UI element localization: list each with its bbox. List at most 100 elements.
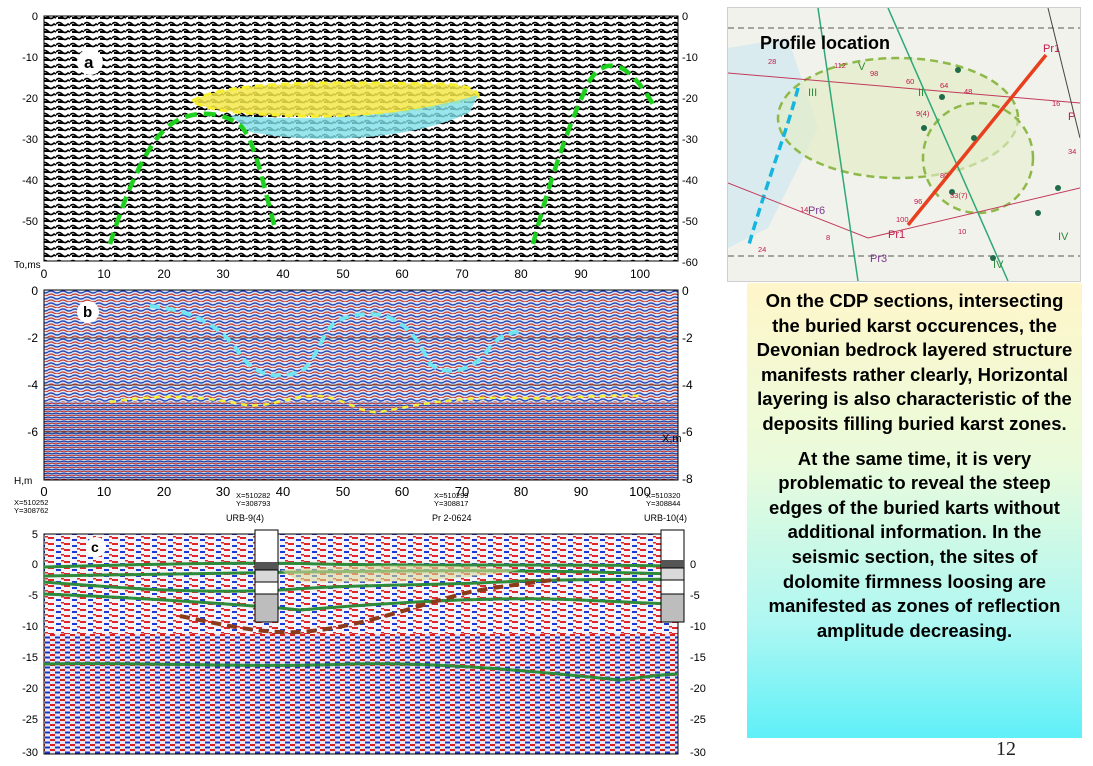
svg-text:80: 80	[940, 171, 948, 180]
map-label-zone-iv-1: IV	[1058, 231, 1069, 243]
panel-c: c 5 0 -5 -10 -15 -20 -25 -30 0 -5 -10 -1…	[0, 524, 720, 761]
explanation-paragraph-1: On the CDP sections, intersecting the bu…	[756, 290, 1073, 434]
svg-text:-30: -30	[682, 134, 698, 146]
map-svg: V III II IV IV Pr1 Pr1 Pr6 Pr3 P 28 112 …	[728, 8, 1080, 281]
karst-fill-c	[280, 565, 520, 583]
svg-text:-6: -6	[27, 425, 38, 439]
panel-a-label: a	[84, 53, 94, 72]
svg-text:24: 24	[758, 245, 766, 254]
svg-text:-5: -5	[28, 590, 38, 602]
svg-text:60: 60	[395, 484, 409, 499]
panel-a-frame	[43, 15, 679, 262]
karst-boundary-left	[107, 111, 278, 245]
svg-text:0: 0	[32, 559, 38, 571]
well-4-name: URB-10(4)	[644, 513, 687, 523]
svg-text:33(7): 33(7)	[950, 191, 968, 200]
panel-a-xticks: 0 10 20 30 40 50 60 70 80 90 100	[41, 267, 651, 281]
panel-b-xticks: 0 10 20 30 40 50 60 70 80 90 100	[40, 484, 650, 499]
horizon-1	[43, 561, 679, 569]
svg-text:-5: -5	[690, 590, 700, 602]
panel-b-label-bg	[77, 301, 99, 323]
svg-text:-20: -20	[22, 683, 38, 695]
panel-b-yticks-right: 0 -2 -4 -6 -8	[682, 284, 693, 486]
map-numbers: 28 112 98 60 64 48 9(4) 16 34 80 33(7) 9…	[758, 57, 1076, 254]
svg-text:-4: -4	[682, 378, 693, 392]
map-well-dots	[921, 67, 1061, 261]
well-coords: X=510252 Y=308762 X=510282 Y=308793 URB-…	[14, 491, 687, 523]
svg-text:30: 30	[216, 484, 230, 499]
svg-text:60: 60	[906, 77, 914, 86]
panel-c-frame	[43, 533, 679, 755]
karst-base-yellow	[109, 394, 641, 414]
svg-text:50: 50	[336, 484, 350, 499]
well-2-name: URB-9(4)	[226, 513, 264, 523]
svg-text:-2: -2	[27, 331, 38, 345]
svg-text:100: 100	[630, 267, 650, 281]
panel-a-label-bg	[77, 49, 103, 75]
panel-b-ytitle: H,m	[14, 476, 32, 487]
map-label-pr1-top: Pr1	[1043, 43, 1060, 55]
profile-location-map: V III II IV IV Pr1 Pr1 Pr6 Pr3 P 28 112 …	[727, 7, 1081, 282]
horizon-4	[43, 592, 679, 612]
map-title: Profile location	[760, 33, 891, 53]
svg-text:100: 100	[896, 215, 909, 224]
karst-outline-cyan	[149, 304, 521, 378]
svg-text:0: 0	[682, 11, 688, 23]
svg-text:64: 64	[940, 81, 948, 90]
panel-a-svg: a 0 -10 -20 -30 -40 -50 To,ms 0 -10 -20 …	[14, 11, 698, 281]
svg-text:20: 20	[157, 267, 171, 281]
svg-text:-2: -2	[682, 331, 693, 345]
svg-text:-10: -10	[22, 52, 38, 64]
svg-text:-15: -15	[22, 652, 38, 664]
svg-text:96: 96	[914, 197, 922, 206]
well-3-x: X=510299	[434, 491, 468, 500]
svg-text:8: 8	[826, 233, 830, 242]
svg-text:-20: -20	[682, 93, 698, 105]
well-3-y: Y=308817	[434, 499, 468, 508]
horizon-3	[43, 577, 679, 593]
map-label-pr1-bottom: Pr1	[888, 229, 905, 241]
radar-area-deep	[44, 402, 678, 480]
map-line-green-1	[817, 8, 859, 281]
svg-text:-10: -10	[22, 621, 38, 633]
map-fault-cyan	[746, 87, 800, 249]
svg-text:10: 10	[97, 484, 111, 499]
map-road-1	[728, 72, 1080, 104]
svg-text:112: 112	[834, 61, 846, 70]
explanation-paragraph-2: At the same time, it is very problematic…	[768, 447, 1061, 641]
svg-text:70: 70	[455, 484, 469, 499]
well-4-x: X=510320	[646, 491, 680, 500]
svg-text:90: 90	[574, 267, 588, 281]
svg-text:10: 10	[97, 267, 111, 281]
svg-text:0: 0	[682, 284, 689, 298]
panel-c-yticks-left: 5 0 -5 -10 -15 -20 -25 -30	[22, 529, 38, 759]
svg-text:0: 0	[690, 559, 696, 571]
panel-b: b 0 -2 -4 -6 H,m 0 -2 -4 -6 -8 X,m 0 10 …	[0, 284, 720, 524]
svg-text:-10: -10	[690, 621, 706, 633]
panel-a-ytitle: To,ms	[14, 260, 41, 271]
svg-text:80: 80	[514, 484, 528, 499]
map-label-zone-v: V	[858, 61, 866, 73]
svg-text:9(4): 9(4)	[916, 109, 930, 118]
svg-text:98: 98	[870, 69, 878, 78]
svg-text:-4: -4	[27, 378, 38, 392]
well-3-name: Pr 2-0624	[432, 513, 472, 523]
svg-text:0: 0	[32, 11, 38, 23]
panel-a: a 0 -10 -20 -30 -40 -50 To,ms 0 -10 -20 …	[0, 0, 720, 282]
map-label-p: P	[1068, 111, 1075, 123]
svg-text:40: 40	[276, 484, 290, 499]
svg-text:50: 50	[336, 267, 350, 281]
svg-text:34: 34	[1068, 147, 1076, 156]
svg-text:100: 100	[629, 484, 651, 499]
svg-text:0: 0	[40, 484, 47, 499]
svg-text:-30: -30	[22, 747, 38, 759]
karst-lens-yellow	[189, 81, 480, 118]
panel-a-yticks-right: 0 -10 -20 -30 -40 -50 -60	[682, 11, 698, 269]
svg-text:-40: -40	[22, 175, 38, 187]
panel-a-yticks-left: 0 -10 -20 -30 -40 -50	[22, 11, 38, 228]
panel-c-yticks-right: 0 -5 -10 -15 -20 -25 -30	[690, 559, 706, 759]
amp-area-lower	[44, 634, 678, 754]
svg-text:-40: -40	[682, 175, 698, 187]
well-1-x: X=510252	[14, 498, 48, 507]
panel-c-svg: c 5 0 -5 -10 -15 -20 -25 -30 0 -5 -10 -1…	[22, 529, 706, 759]
